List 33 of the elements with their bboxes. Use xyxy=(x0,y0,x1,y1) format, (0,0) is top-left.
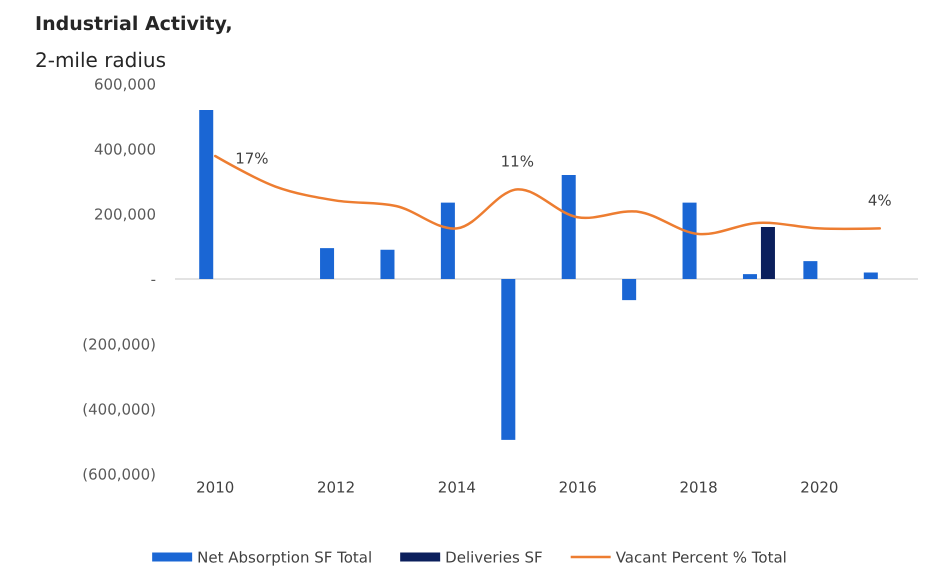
bar xyxy=(682,202,697,279)
y-tick-label: 400,000 xyxy=(94,140,156,158)
bar xyxy=(380,250,394,279)
legend-label: Deliveries SF xyxy=(445,548,543,566)
bar xyxy=(440,202,455,279)
bar xyxy=(501,279,516,440)
x-tick-label: 2012 xyxy=(316,478,356,496)
y-tick-label: 600,000 xyxy=(94,75,156,94)
data-label: 17% xyxy=(235,149,269,168)
y-tick-label: (400,000) xyxy=(82,400,156,418)
y-tick-label: (200,000) xyxy=(82,335,156,354)
bar xyxy=(622,279,636,300)
y-tick-label: 200,000 xyxy=(94,205,156,224)
x-tick-label: 2010 xyxy=(196,478,234,496)
x-tick-label: 2016 xyxy=(558,478,597,496)
bar xyxy=(760,227,775,279)
x-tick-label: 2014 xyxy=(438,478,476,496)
legend-label: Vacant Percent % Total xyxy=(616,548,787,566)
bar xyxy=(742,274,757,279)
bar xyxy=(803,261,818,279)
bar xyxy=(199,110,214,279)
bar xyxy=(320,248,334,279)
bar xyxy=(562,175,576,279)
chart-subtitle: 2-mile radius xyxy=(35,48,166,72)
bar xyxy=(864,272,878,279)
x-tick-label: 2018 xyxy=(679,478,718,496)
data-label: 11% xyxy=(500,152,534,171)
chart-title: Industrial Activity, xyxy=(35,13,233,35)
y-tick-label: (600,000) xyxy=(82,465,156,484)
x-tick-label: 2020 xyxy=(800,478,838,496)
data-label: 4% xyxy=(868,192,892,210)
y-tick-label: - xyxy=(150,270,156,288)
legend-label: Net Absorption SF Total xyxy=(197,548,372,566)
